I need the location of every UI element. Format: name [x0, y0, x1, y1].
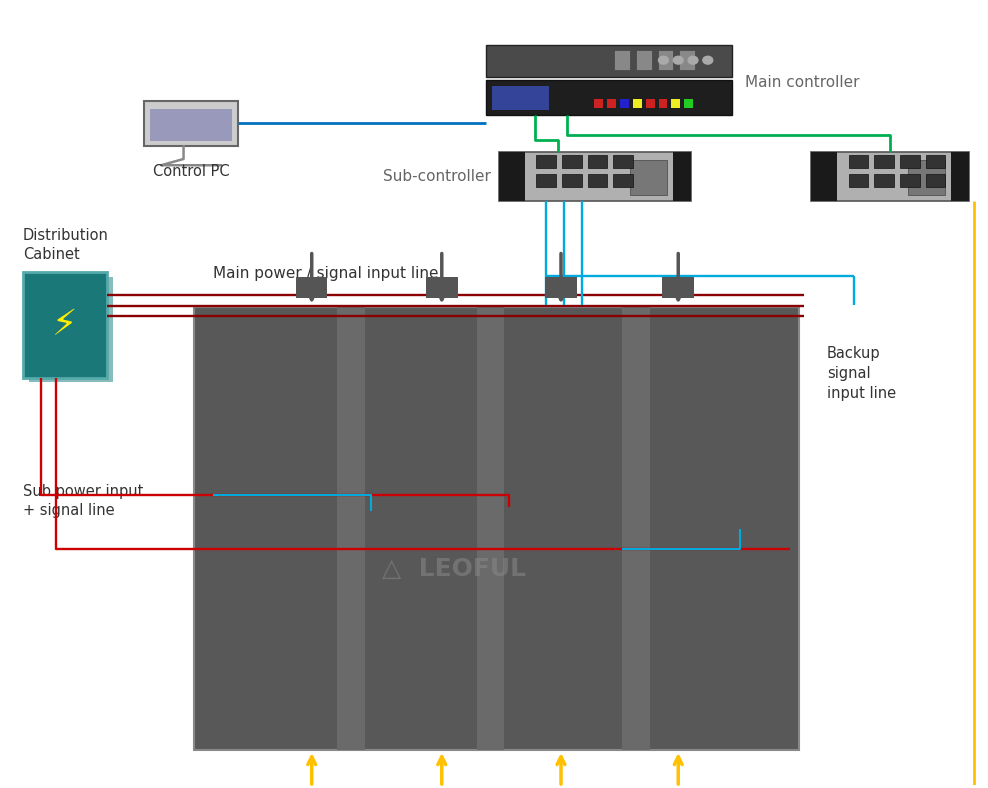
Bar [671, 98, 680, 108]
Bar [900, 174, 920, 188]
Bar [614, 154, 633, 168]
Bar [684, 98, 693, 108]
Bar [29, 277, 113, 382]
Bar [673, 152, 691, 201]
Bar [811, 152, 837, 201]
Bar [144, 101, 238, 147]
Text: Backup
signal
input line: Backup signal input line [827, 347, 896, 401]
Bar [615, 50, 630, 70]
Bar [595, 98, 604, 108]
Bar [646, 98, 655, 108]
Bar [849, 174, 868, 188]
Bar [562, 154, 582, 168]
Bar [426, 277, 457, 298]
Bar [588, 174, 608, 188]
Bar [926, 174, 946, 188]
Bar [874, 154, 894, 168]
Bar [194, 307, 799, 750]
Bar [874, 174, 894, 188]
Circle shape [659, 56, 669, 64]
Bar [926, 154, 946, 168]
Bar [499, 152, 691, 201]
Bar [900, 154, 920, 168]
Bar [608, 98, 617, 108]
Bar [630, 160, 668, 195]
Bar [636, 50, 652, 70]
Text: Control PC: Control PC [153, 164, 230, 179]
Bar [23, 272, 107, 377]
Circle shape [673, 56, 683, 64]
Bar [622, 307, 650, 750]
Bar [614, 174, 633, 188]
Bar [588, 154, 608, 168]
Bar [633, 98, 642, 108]
Bar [536, 174, 556, 188]
Bar [620, 98, 629, 108]
Bar [849, 154, 868, 168]
Bar [908, 160, 946, 195]
Bar [492, 86, 549, 110]
Bar [499, 152, 525, 201]
Bar [476, 307, 504, 750]
Bar [296, 277, 327, 298]
Bar [951, 152, 969, 201]
Bar [658, 50, 673, 70]
Bar [679, 50, 695, 70]
Bar [811, 152, 969, 201]
Bar [562, 174, 582, 188]
Bar [337, 307, 365, 750]
Circle shape [702, 56, 712, 64]
Bar [545, 277, 577, 298]
Circle shape [688, 56, 698, 64]
Text: ⚡: ⚡ [52, 308, 78, 342]
Text: Sub-controller: Sub-controller [383, 169, 491, 184]
Bar [663, 277, 694, 298]
Bar [659, 98, 668, 108]
Bar [536, 154, 556, 168]
Bar [150, 110, 232, 141]
Text: Sub power input
+ signal line: Sub power input + signal line [23, 484, 143, 519]
Text: Distribution
Cabinet: Distribution Cabinet [23, 228, 109, 262]
Text: Main controller: Main controller [745, 75, 860, 90]
Text: △  LEOFUL: △ LEOFUL [382, 556, 526, 581]
Bar [486, 80, 732, 115]
Text: Main power / signal input line: Main power / signal input line [213, 266, 439, 281]
Bar [486, 44, 732, 77]
